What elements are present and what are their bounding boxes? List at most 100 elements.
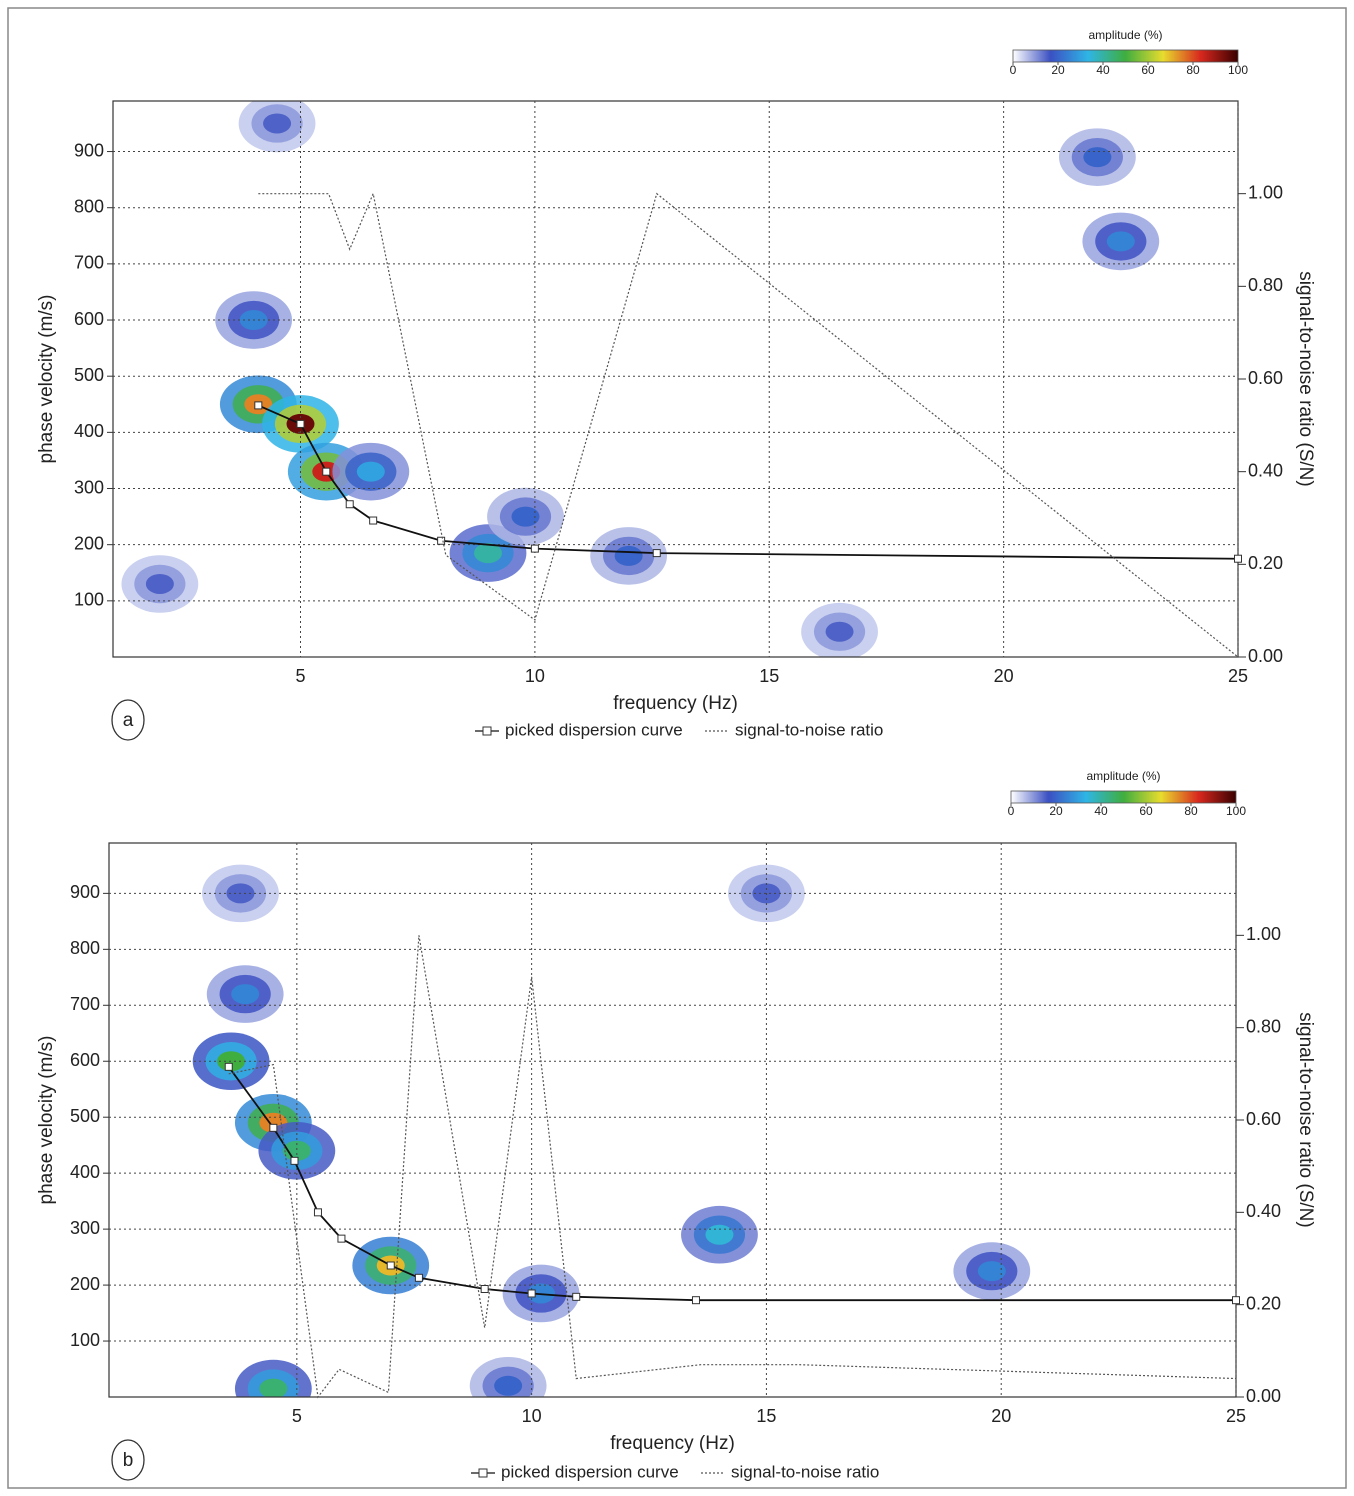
series-marker [296, 419, 305, 428]
figure-frame [7, 7, 1347, 1489]
heat-peak [1083, 147, 1112, 168]
x-axis-label: frequency (Hz) [610, 1433, 735, 1454]
heat-peak [825, 621, 854, 642]
series-marker [337, 1234, 346, 1243]
colorbar [1012, 49, 1239, 63]
heat-peak [977, 1261, 1006, 1282]
colorbar-tick-label: 60 [1141, 63, 1155, 77]
heatmap [192, 864, 1031, 1397]
y-tick-label: 100 [70, 1330, 100, 1350]
series-marker [527, 1289, 536, 1298]
heat-peak [1106, 231, 1135, 252]
y-tick-label: 500 [74, 365, 104, 385]
heatmap [121, 101, 1160, 657]
y-axis-label: phase velocity (m/s) [36, 1036, 57, 1205]
legend-label: picked dispersion curve [505, 720, 683, 739]
x-axis-label: frequency (Hz) [613, 693, 738, 714]
heat-peak [494, 1375, 523, 1396]
legend-marker [478, 1468, 488, 1478]
y-tick-label: 200 [74, 533, 104, 553]
colorbar-tick-label: 80 [1186, 63, 1200, 77]
y-tick-label: 400 [70, 1162, 100, 1182]
x-tick-label: 5 [292, 1406, 302, 1426]
colorbar-tick-label: 20 [1051, 63, 1065, 77]
colorbar-tick-label: 60 [1139, 804, 1153, 818]
heat-peak [356, 461, 385, 482]
series-marker [269, 1123, 278, 1132]
series-marker [691, 1296, 700, 1305]
legend-label: signal-to-noise ratio [735, 720, 883, 739]
y2-tick-label: 0.20 [1248, 553, 1283, 573]
legend-label: picked dispersion curve [501, 1462, 679, 1481]
y2-tick-label: 1.00 [1246, 924, 1281, 944]
y-tick-label: 100 [74, 590, 104, 610]
y2-tick-label: 0.00 [1248, 646, 1283, 666]
y2-tick-label: 0.60 [1246, 1109, 1281, 1129]
colorbar-tick-label: 100 [1226, 804, 1246, 818]
series-marker [437, 536, 446, 545]
x-tick-label: 10 [522, 1406, 542, 1426]
x-tick-label: 20 [994, 666, 1014, 686]
y2-tick-label: 0.00 [1246, 1386, 1281, 1406]
series-line [228, 1066, 1236, 1302]
y-tick-label: 700 [70, 994, 100, 1014]
series-marker [414, 1273, 423, 1282]
y-axis-label: phase velocity (m/s) [36, 295, 57, 464]
heat-peak [231, 984, 260, 1005]
y-tick-label: 800 [70, 938, 100, 958]
colorbar-tick-label: 100 [1228, 63, 1248, 77]
colorbar [1010, 790, 1237, 804]
y-tick-label: 200 [70, 1274, 100, 1294]
y2-tick-label: 0.40 [1246, 1201, 1281, 1221]
colorbar-tick-label: 80 [1184, 804, 1198, 818]
colorbar-tick-label: 0 [1010, 63, 1017, 77]
panel-label: a [123, 710, 134, 731]
legend-marker [482, 726, 492, 736]
y-tick-label: 400 [74, 421, 104, 441]
colorbar-label: amplitude (%) [1086, 769, 1160, 783]
y-tick-label: 500 [70, 1106, 100, 1126]
x-tick-label: 25 [1226, 1406, 1246, 1426]
y-tick-label: 900 [74, 140, 104, 160]
series-marker [1234, 554, 1242, 563]
y2-tick-label: 1.00 [1248, 182, 1283, 202]
x-tick-label: 20 [991, 1406, 1011, 1426]
colorbar-tick-label: 40 [1096, 63, 1110, 77]
heat-peak [282, 1140, 311, 1161]
series-marker [369, 516, 378, 525]
heat-peak [217, 1051, 246, 1072]
colorbar-tick-label: 40 [1094, 804, 1108, 818]
panel-badge [111, 1439, 145, 1481]
series-marker [313, 1208, 322, 1217]
y2-tick-label: 0.20 [1246, 1293, 1281, 1313]
y2-tick-label: 0.60 [1248, 368, 1283, 388]
y-tick-label: 900 [70, 882, 100, 902]
legend-label: signal-to-noise ratio [731, 1462, 879, 1481]
x-tick-label: 15 [756, 1406, 776, 1426]
heat-peak [145, 573, 174, 594]
series-marker [530, 544, 539, 553]
panel-label: b [123, 1450, 134, 1471]
series-marker [254, 401, 263, 410]
heat-peak [474, 543, 502, 564]
y-tick-label: 300 [74, 477, 104, 497]
heat-peak [511, 506, 540, 527]
y2-axis-label: signal-to-noise ratio (S/N) [1295, 271, 1316, 486]
colorbar-tick-label: 20 [1049, 804, 1063, 818]
x-tick-label: 5 [295, 666, 305, 686]
series-line [228, 935, 1237, 1399]
x-tick-label: 10 [525, 666, 545, 686]
heat-peak [614, 545, 643, 566]
series-marker [224, 1062, 233, 1071]
y2-tick-label: 0.80 [1246, 1016, 1281, 1036]
y-tick-label: 800 [74, 196, 104, 216]
y-tick-label: 300 [70, 1218, 100, 1238]
y2-tick-label: 0.40 [1248, 460, 1283, 480]
y2-tick-label: 0.80 [1248, 275, 1283, 295]
series-marker [572, 1292, 581, 1301]
x-tick-label: 25 [1228, 666, 1248, 686]
series-marker [322, 467, 331, 476]
series-marker [480, 1284, 489, 1293]
y-tick-label: 600 [70, 1050, 100, 1070]
